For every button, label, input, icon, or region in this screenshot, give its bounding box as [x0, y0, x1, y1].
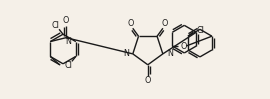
Text: O: O: [162, 19, 168, 28]
Text: O: O: [128, 19, 134, 28]
Text: N: N: [65, 37, 71, 46]
Text: Cl: Cl: [197, 26, 205, 35]
Text: O: O: [145, 76, 151, 85]
Text: O: O: [180, 42, 186, 51]
Text: N: N: [167, 49, 173, 58]
Text: Cl: Cl: [64, 61, 72, 70]
Text: Cl: Cl: [51, 21, 59, 30]
Text: O: O: [63, 16, 69, 25]
Text: N: N: [123, 49, 129, 58]
